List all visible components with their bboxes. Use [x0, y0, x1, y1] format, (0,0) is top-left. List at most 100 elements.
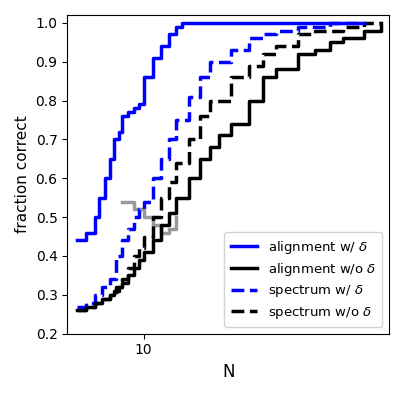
spectrum w/o $\delta$ — [107, 293, 112, 297]
spectrum w/ $\delta$ — [362, 21, 366, 25]
alignment w/o $\delta$ — [198, 156, 202, 161]
spectrum w/o $\delta$ — [295, 32, 300, 37]
alignment w/o $\delta$ — [131, 265, 136, 270]
alignment w/o $\delta$ — [126, 273, 130, 278]
spectrum w/ $\delta$ — [93, 293, 97, 297]
spectrum w/ $\delta$ — [141, 199, 146, 204]
alignment w/ $\delta$ — [75, 238, 80, 243]
spectrum w/o $\delta$ — [173, 160, 178, 165]
spectrum w/o $\delta$ — [159, 195, 164, 200]
spectrum w/o $\delta$ — [261, 51, 266, 56]
alignment w/ $\delta$ — [84, 230, 89, 235]
alignment w/o $\delta$ — [166, 211, 171, 215]
spectrum w/o $\delta$ — [198, 114, 202, 118]
alignment w/o $\delta$ — [313, 48, 318, 52]
alignment w/ $\delta$ — [141, 75, 146, 80]
spectrum w/ $\delta$ — [120, 238, 125, 243]
alignment w/ $\delta$ — [313, 21, 318, 25]
alignment w/o $\delta$ — [136, 257, 141, 262]
alignment w/ $\delta$ — [229, 21, 234, 25]
spectrum w/ $\delta$ — [229, 48, 234, 52]
alignment w/o $\delta$ — [186, 176, 191, 181]
spectrum w/o $\delta$ — [131, 253, 136, 258]
spectrum w/ $\delta$ — [75, 304, 80, 309]
spectrum w/ $\delta$ — [246, 36, 251, 41]
spectrum w/o $\delta$ — [186, 137, 191, 142]
alignment w/ $\delta$ — [103, 176, 108, 181]
spectrum w/o $\delta$ — [126, 265, 130, 270]
spectrum w/ $\delta$ — [173, 118, 178, 122]
spectrum w/ $\delta$ — [100, 285, 105, 289]
Line: spectrum w/ $\delta$: spectrum w/ $\delta$ — [77, 23, 364, 307]
alignment w/ $\delta$ — [173, 24, 178, 29]
spectrum w/ $\delta$ — [126, 227, 130, 231]
alignment w/o $\delta$ — [75, 308, 80, 313]
alignment w/ $\delta$ — [159, 44, 164, 48]
alignment w/o $\delta$ — [93, 300, 97, 305]
alignment w/o $\delta$ — [362, 28, 366, 33]
spectrum w/o $\delta$ — [313, 28, 318, 33]
spectrum w/o $\delta$ — [75, 308, 80, 313]
spectrum w/o $\delta$ — [166, 180, 171, 185]
spectrum w/o $\delta$ — [141, 234, 146, 239]
alignment w/o $\delta$ — [159, 223, 164, 227]
spectrum w/o $\delta$ — [136, 246, 141, 251]
alignment w/ $\delta$ — [111, 137, 116, 142]
spectrum w/ $\delta$ — [114, 253, 118, 258]
alignment w/ $\delta$ — [166, 32, 171, 37]
spectrum w/ $\delta$ — [159, 156, 164, 161]
alignment w/ $\delta$ — [150, 55, 155, 60]
alignment w/o $\delta$ — [173, 195, 178, 200]
alignment w/o $\delta$ — [261, 75, 266, 80]
alignment w/o $\delta$ — [246, 98, 251, 103]
spectrum w/o $\delta$ — [340, 24, 345, 29]
spectrum w/ $\delta$ — [186, 94, 191, 99]
alignment w/o $\delta$ — [120, 281, 125, 286]
spectrum w/ $\delta$ — [84, 300, 89, 305]
spectrum w/ $\delta$ — [150, 176, 155, 181]
alignment w/o $\delta$ — [379, 21, 384, 25]
alignment w/o $\delta$ — [141, 250, 146, 255]
spectrum w/o $\delta$ — [229, 75, 234, 80]
alignment w/ $\delta$ — [246, 21, 251, 25]
spectrum w/o $\delta$ — [246, 63, 251, 68]
spectrum w/ $\delta$ — [274, 28, 279, 33]
Legend: alignment w/ $\delta$, alignment w/o $\delta$, spectrum w/ $\delta$, spectrum w/: alignment w/ $\delta$, alignment w/o $\d… — [224, 232, 383, 327]
spectrum w/ $\delta$ — [107, 277, 112, 282]
spectrum w/o $\delta$ — [93, 300, 97, 305]
spectrum w/o $\delta$ — [274, 44, 279, 48]
spectrum w/o $\delta$ — [114, 285, 118, 289]
alignment w/ $\delta$ — [180, 21, 185, 25]
spectrum w/ $\delta$ — [295, 24, 300, 29]
spectrum w/o $\delta$ — [379, 21, 384, 25]
alignment w/o $\delta$ — [84, 304, 89, 309]
spectrum w/o $\delta$ — [100, 296, 105, 301]
alignment w/ $\delta$ — [126, 110, 130, 114]
Y-axis label: fraction correct: fraction correct — [15, 116, 30, 233]
alignment w/ $\delta$ — [274, 21, 279, 25]
X-axis label: N: N — [222, 363, 234, 381]
alignment w/o $\delta$ — [217, 133, 221, 138]
spectrum w/o $\delta$ — [208, 98, 213, 103]
spectrum w/o $\delta$ — [120, 277, 125, 282]
alignment w/o $\delta$ — [274, 67, 279, 72]
alignment w/o $\delta$ — [150, 238, 155, 243]
alignment w/o $\delta$ — [208, 145, 213, 150]
spectrum w/ $\delta$ — [166, 137, 171, 142]
spectrum w/o $\delta$ — [362, 21, 366, 25]
spectrum w/o $\delta$ — [150, 215, 155, 219]
spectrum w/ $\delta$ — [131, 215, 136, 219]
alignment w/ $\delta$ — [208, 21, 213, 25]
alignment w/ $\delta$ — [362, 21, 366, 25]
alignment w/o $\delta$ — [340, 36, 345, 41]
alignment w/ $\delta$ — [107, 156, 112, 161]
Line: spectrum w/o $\delta$: spectrum w/o $\delta$ — [77, 23, 381, 310]
spectrum w/ $\delta$ — [261, 32, 266, 37]
alignment w/o $\delta$ — [327, 40, 332, 45]
alignment w/o $\delta$ — [229, 122, 234, 126]
spectrum w/ $\delta$ — [327, 21, 332, 25]
spectrum w/o $\delta$ — [84, 304, 89, 309]
alignment w/o $\delta$ — [295, 51, 300, 56]
alignment w/o $\delta$ — [111, 289, 116, 293]
alignment w/ $\delta$ — [93, 215, 97, 219]
